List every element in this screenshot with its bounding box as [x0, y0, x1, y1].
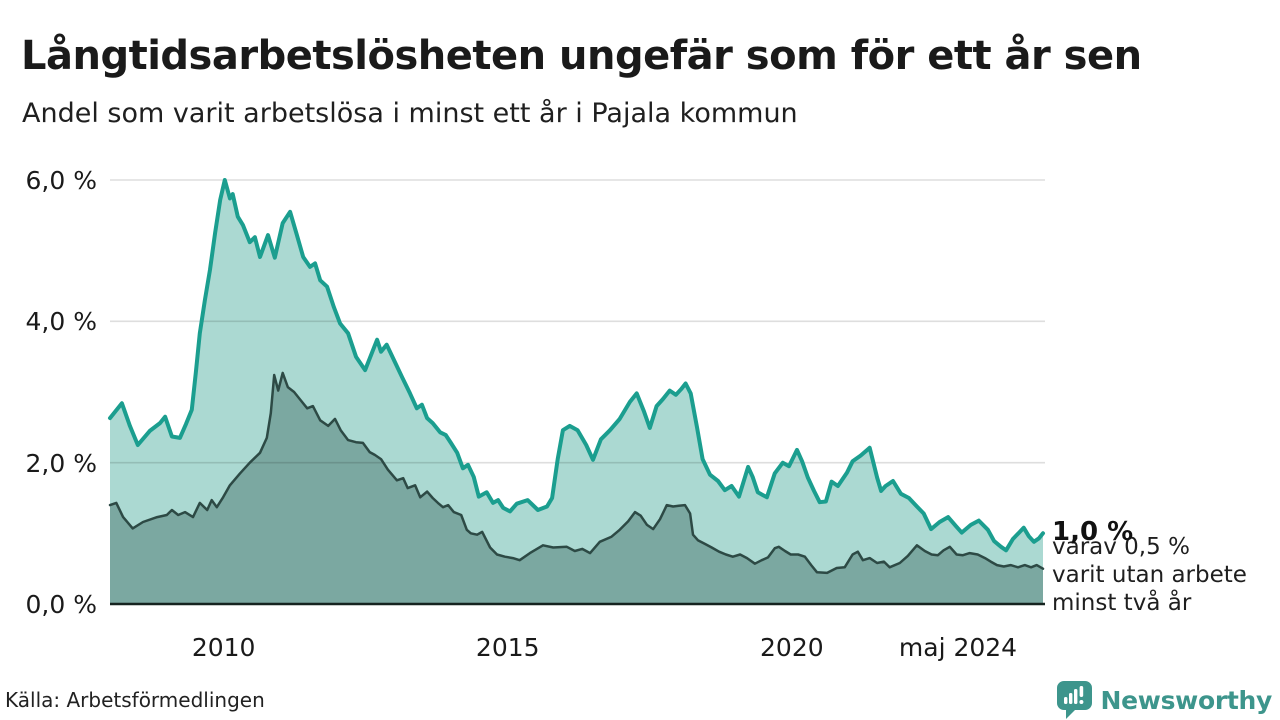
y-tick-label: 0,0 % — [25, 590, 97, 619]
newsworthy-logo: Newsworthy — [1056, 680, 1273, 720]
y-tick-label: 2,0 % — [25, 448, 97, 478]
newsworthy-wordmark: Newsworthy — [1100, 685, 1273, 715]
annotation-line: varav 0,5 % — [1052, 534, 1190, 560]
chart-subtitle: Andel som varit arbetslösa i minst ett å… — [22, 98, 798, 129]
x-tick-label: 2020 — [760, 633, 824, 662]
source-credit: Källa: Arbetsförmedlingen — [5, 688, 265, 712]
area-two-years — [110, 372, 1043, 604]
newsworthy-icon — [1056, 681, 1092, 719]
line-two-years — [108, 371, 1045, 575]
two-year-annotation: varav 0,5 % varit utan arbete minst två … — [1052, 533, 1247, 617]
annotation-line: varit utan arbete — [1052, 562, 1247, 588]
x-tick-label: 2010 — [191, 633, 256, 662]
line-one-year — [108, 178, 1045, 553]
x-tick-label: 2015 — [475, 633, 540, 662]
annotation-line: minst två år — [1052, 590, 1192, 616]
x-tick-label: maj 2024 — [898, 633, 1018, 662]
page-title: Långtidsarbetslösheten ungefär som för e… — [21, 32, 1142, 79]
latest-value-label: 1,0 % — [1052, 517, 1134, 547]
y-tick-label: 6,0 % — [25, 166, 97, 195]
y-tick-label: 4,0 % — [25, 307, 97, 337]
